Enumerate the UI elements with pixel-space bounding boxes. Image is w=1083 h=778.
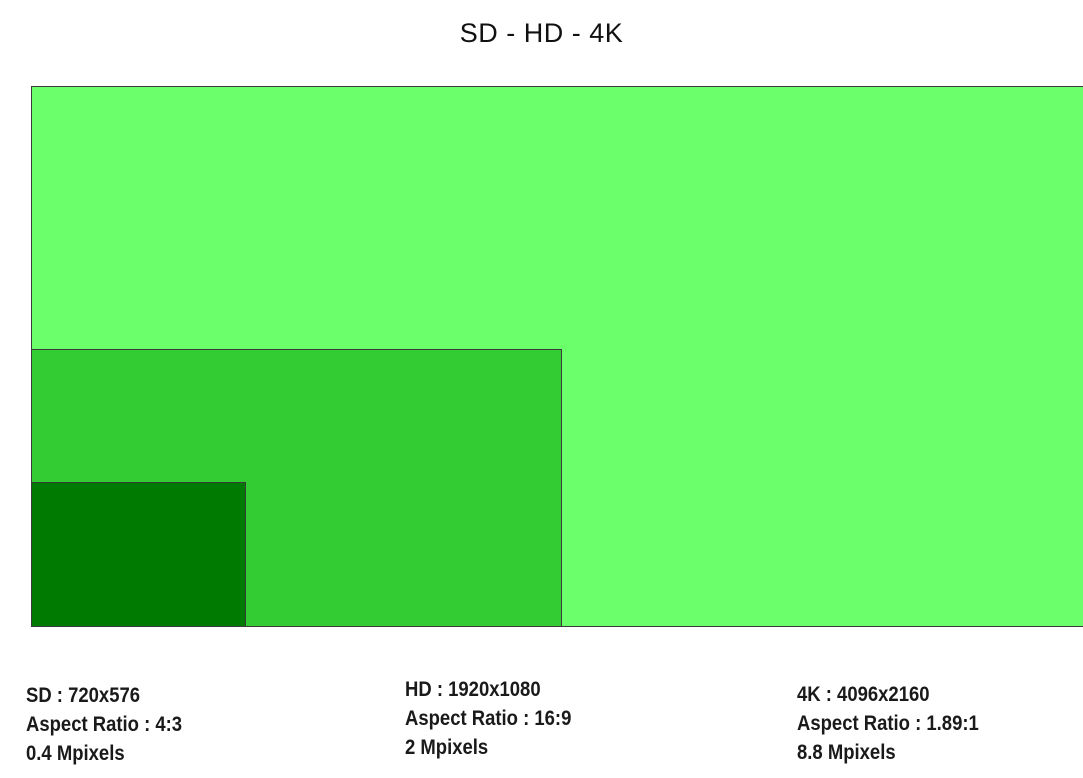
sd-resolution-rect bbox=[31, 482, 246, 627]
sd-aspect-label: Aspect Ratio : 4:3 bbox=[26, 713, 183, 736]
hd-resolution-label: HD : 1920x1080 bbox=[405, 678, 541, 701]
diagram-title: SD - HD - 4K bbox=[459, 18, 624, 48]
sd-resolution-label: SD : 720x576 bbox=[26, 684, 141, 707]
sd-pixels-label: 0.4 Mpixels bbox=[26, 742, 125, 765]
sd-caption: SD : 720x576 Aspect Ratio : 4:3 0.4 Mpix… bbox=[26, 681, 182, 768]
hd-pixels-label: 2 Mpixels bbox=[405, 736, 489, 759]
4k-aspect-label: Aspect Ratio : 1.89:1 bbox=[797, 712, 979, 735]
4k-resolution-label: 4K : 4096x2160 bbox=[797, 683, 930, 706]
4k-caption: 4K : 4096x2160 Aspect Ratio : 1.89:1 8.8… bbox=[797, 680, 979, 767]
hd-aspect-label: Aspect Ratio : 16:9 bbox=[405, 707, 572, 730]
4k-pixels-label: 8.8 Mpixels bbox=[797, 741, 896, 764]
hd-caption: HD : 1920x1080 Aspect Ratio : 16:9 2 Mpi… bbox=[405, 675, 571, 762]
